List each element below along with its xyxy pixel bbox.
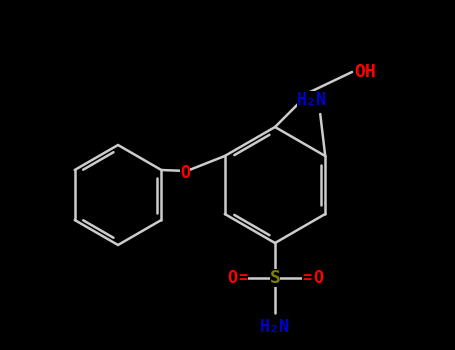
Text: S: S xyxy=(269,269,280,287)
Text: H₂N: H₂N xyxy=(297,91,327,109)
Text: =: = xyxy=(238,271,248,286)
Text: H₂N: H₂N xyxy=(260,318,290,336)
Text: =: = xyxy=(303,271,312,286)
Text: O: O xyxy=(313,269,323,287)
Text: O: O xyxy=(180,164,190,182)
Text: O: O xyxy=(227,269,237,287)
Text: OH: OH xyxy=(354,63,376,81)
